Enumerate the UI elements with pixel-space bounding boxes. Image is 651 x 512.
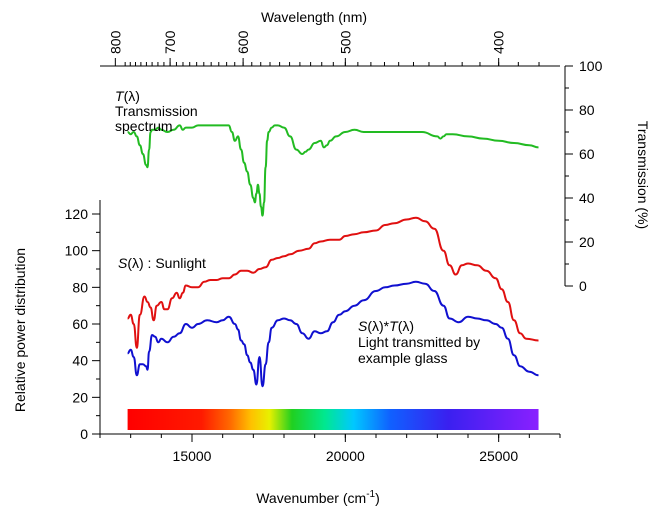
bottom-tick-label: 15000 [173,448,212,464]
top-tick-label: 500 [337,30,353,54]
right-tick-label: 60 [579,146,595,162]
left-tick-label: 20 [72,389,88,405]
sunlight-series-line [127,216,539,349]
transmitted-annotation-symbol2: T [389,318,399,334]
transmission-annotation-symbol: T [115,88,125,104]
top-tick-label: 700 [162,30,178,54]
transmission-annotation-line2: Transmission [115,103,198,119]
sunlight-annotation-text: (λ) : Sunlight [127,255,206,271]
top-tick-label: 400 [491,30,507,54]
sunlight-annotation: S(λ) : Sunlight [118,255,206,271]
right-tick-label: 80 [579,102,595,118]
bottom-tick-label: 20000 [326,448,365,464]
transmission-annotation-line1: T(λ) [115,88,140,104]
bottom-axis-title-sup: -1 [366,489,375,500]
transmitted-series-line [127,280,539,388]
right-tick-label: 0 [579,278,587,294]
transmitted-annotation-line2: Light transmitted by [358,334,480,350]
right-tick-label: 100 [579,58,603,74]
transmission-series-line [127,124,539,217]
bottom-axis-title-close: ) [375,490,380,506]
left-axis-title: Relative power distribution [12,248,28,412]
transmission-annotation-arg: (λ) [124,88,140,104]
top-axis-title: Wavelength (nm) [261,9,367,25]
transmitted-annotation-arg: (λ) [398,318,414,334]
bottom-axis-title: Wavenumber (cm-1) [256,489,380,506]
sunlight-annotation-symbol: S [118,255,128,271]
right-axis-title: Transmission (%) [635,121,651,229]
left-tick-label: 100 [65,243,89,259]
top-tick-label: 800 [107,30,123,54]
top-tick-label: 600 [235,30,251,54]
left-tick-label: 40 [72,353,88,369]
transmitted-annotation-line3: example glass [358,350,448,366]
bottom-axis-title-text: Wavenumber (cm [256,490,366,506]
transmitted-annotation-line1: S(λ)*T(λ) [358,318,414,334]
right-tick-label: 40 [579,190,595,206]
right-tick-label: 20 [579,234,595,250]
transmitted-annotation-mid: (λ)* [367,318,389,334]
left-tick-label: 80 [72,279,88,295]
left-tick-label: 120 [65,206,89,222]
left-tick-label: 0 [80,426,88,442]
left-tick-label: 60 [72,316,88,332]
bottom-tick-label: 25000 [479,448,518,464]
visible-spectrum-bar [127,409,539,430]
transmitted-annotation-symbol1: S [358,318,368,334]
transmission-annotation-line3: spectrum [115,118,173,134]
